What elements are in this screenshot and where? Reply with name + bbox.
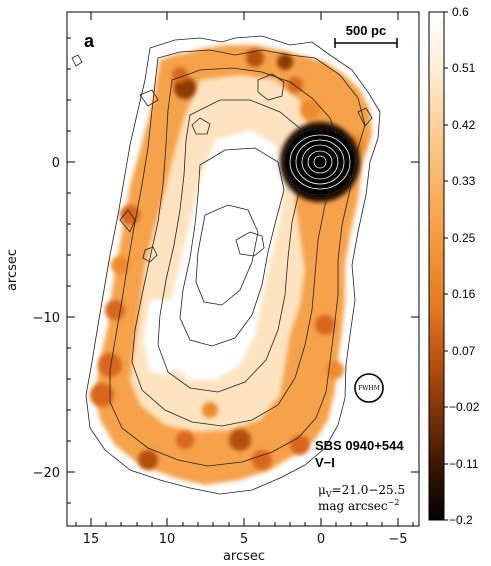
- colorbar-tick-label: −0.02: [449, 400, 480, 414]
- surface-brightness-units: mag arcsec−2: [318, 498, 399, 513]
- x-axis-label: arcsec: [223, 549, 265, 564]
- y-axis-label: arcsec: [5, 249, 20, 291]
- object-name: SBS 0940+544: [315, 438, 404, 453]
- x-ticks: [75, 12, 414, 526]
- isophote-contours: [71, 35, 381, 495]
- colorbar-tick-label: 0.6: [452, 5, 469, 19]
- colorbar-tick-label: −0.2: [449, 513, 473, 527]
- x-tick-label: 0: [317, 532, 325, 547]
- colorbar-tick-label: 0.07: [452, 344, 476, 358]
- surface-brightness-range: μV=21.0−25.5: [318, 483, 405, 499]
- colorbar-tick-label: 0.16: [452, 287, 476, 301]
- x-tick-label: 5: [240, 532, 248, 547]
- beam-label: FWHM: [358, 385, 380, 392]
- x-tick-label: −5: [388, 532, 407, 547]
- nucleus-contours: [289, 134, 351, 190]
- colorbar-tick-label: 0.42: [452, 118, 476, 132]
- panel-label: a: [84, 31, 95, 51]
- scale-bar-label: 500 pc: [346, 23, 386, 38]
- x-tick-label: 15: [83, 532, 100, 547]
- colorbar-tick-label: 0.25: [452, 231, 476, 245]
- y-tick-label: −10: [33, 311, 60, 326]
- scale-bar: 500 pc: [334, 23, 398, 48]
- y-tick-label: 0: [52, 156, 60, 171]
- colorbar-tick-label: 0.33: [452, 174, 476, 188]
- y-tick-label: −20: [33, 466, 60, 481]
- colorbar-tick-label: −0.11: [449, 457, 479, 471]
- colorbar-tick-label: 0.51: [452, 61, 476, 75]
- x-tick-label: 10: [159, 532, 176, 547]
- color-index-label: V−I: [315, 455, 335, 470]
- y-ticks: [67, 37, 419, 504]
- beam-marker: FWHM: [354, 373, 384, 403]
- colorbar: 0.6 0.51 0.42 0.33 0.25 0.16 0.07 −0.02 …: [428, 5, 480, 527]
